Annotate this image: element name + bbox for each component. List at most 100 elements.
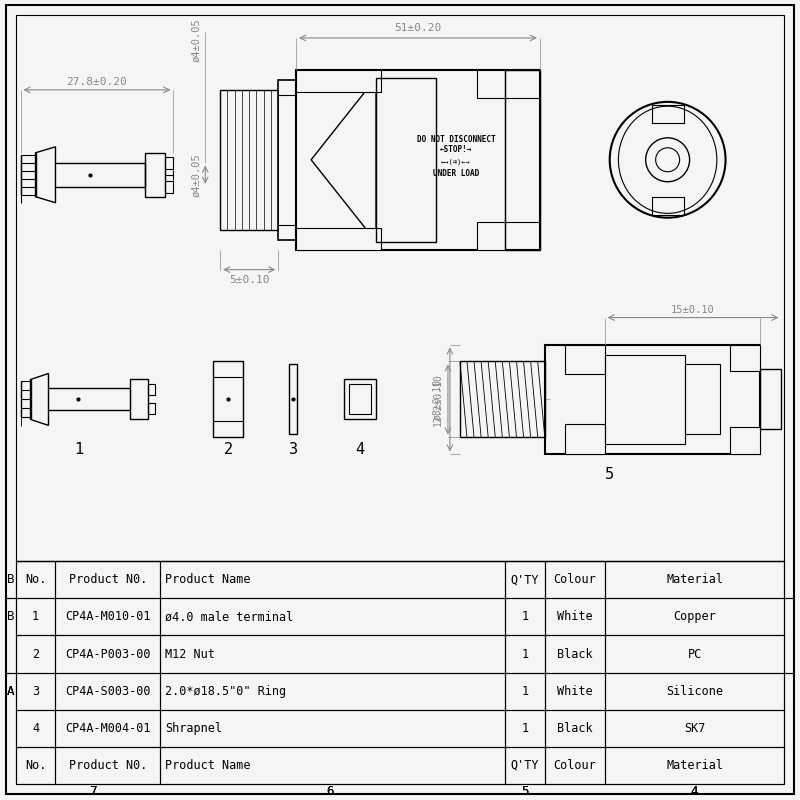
Bar bbox=[296, 70, 381, 92]
Text: 5±0.10: 5±0.10 bbox=[229, 274, 270, 285]
Bar bbox=[55, 673, 160, 710]
Bar bbox=[278, 80, 296, 240]
Bar bbox=[505, 746, 545, 784]
Text: 12.2±0.10: 12.2±0.10 bbox=[433, 373, 443, 426]
Text: DO NOT DISCONNECT: DO NOT DISCONNECT bbox=[417, 135, 495, 144]
Bar bbox=[130, 379, 148, 419]
Bar bbox=[477, 222, 505, 250]
Text: B: B bbox=[6, 610, 14, 623]
Bar bbox=[652, 197, 684, 214]
Bar bbox=[148, 403, 155, 414]
Text: No.: No. bbox=[25, 759, 46, 772]
Bar bbox=[759, 370, 782, 430]
Bar bbox=[605, 354, 685, 444]
Text: 1: 1 bbox=[522, 647, 528, 661]
Bar bbox=[15, 710, 55, 746]
Text: Colour: Colour bbox=[554, 759, 596, 772]
Bar bbox=[146, 153, 166, 197]
Bar bbox=[15, 635, 55, 673]
Text: 1: 1 bbox=[522, 722, 528, 734]
Bar bbox=[505, 98, 540, 222]
Bar bbox=[505, 598, 545, 635]
Bar bbox=[166, 181, 174, 193]
Bar bbox=[545, 562, 605, 598]
Bar bbox=[55, 710, 160, 746]
Text: 27.8±0.20: 27.8±0.20 bbox=[66, 77, 127, 87]
Text: 6: 6 bbox=[326, 786, 334, 798]
Bar bbox=[376, 78, 436, 242]
Bar bbox=[545, 746, 605, 784]
Bar bbox=[15, 673, 55, 710]
Bar bbox=[344, 379, 376, 419]
Bar bbox=[545, 345, 759, 454]
Bar bbox=[505, 635, 545, 673]
Text: CP4A-S003-00: CP4A-S003-00 bbox=[65, 685, 150, 698]
Bar bbox=[15, 562, 55, 598]
Bar bbox=[160, 746, 505, 784]
Bar bbox=[160, 598, 505, 635]
Bar bbox=[730, 345, 759, 371]
Text: White: White bbox=[557, 685, 593, 698]
Text: ø4±0.05: ø4±0.05 bbox=[191, 153, 202, 197]
Bar bbox=[565, 425, 605, 454]
Text: CP4A-P003-00: CP4A-P003-00 bbox=[65, 647, 150, 661]
Text: 5: 5 bbox=[521, 786, 529, 798]
Bar bbox=[160, 673, 505, 710]
Text: 6: 6 bbox=[326, 786, 334, 798]
Text: Q'TY: Q'TY bbox=[510, 759, 539, 772]
Text: SK7: SK7 bbox=[684, 722, 706, 734]
Bar bbox=[296, 70, 540, 250]
Bar bbox=[55, 635, 160, 673]
Bar bbox=[289, 365, 297, 434]
Text: A: A bbox=[6, 685, 14, 698]
Text: Black: Black bbox=[557, 722, 593, 734]
Text: 5: 5 bbox=[605, 467, 614, 482]
Text: Product N0.: Product N0. bbox=[69, 759, 147, 772]
Bar bbox=[214, 362, 243, 438]
Text: CP4A-M010-01: CP4A-M010-01 bbox=[65, 610, 150, 623]
Bar bbox=[652, 105, 684, 123]
Bar bbox=[505, 673, 545, 710]
Bar bbox=[160, 635, 505, 673]
Bar bbox=[505, 70, 540, 250]
Text: 51±0.20: 51±0.20 bbox=[394, 23, 442, 33]
Bar bbox=[605, 562, 785, 598]
Bar bbox=[545, 710, 605, 746]
Bar bbox=[565, 345, 605, 374]
Text: 3: 3 bbox=[289, 442, 298, 457]
Text: Copper: Copper bbox=[674, 610, 716, 623]
Text: ø8±0.10: ø8±0.10 bbox=[433, 379, 443, 420]
Text: ←→(⇉)←→: ←→(⇉)←→ bbox=[441, 158, 470, 165]
Bar bbox=[296, 228, 381, 250]
Text: UNDER LOAD: UNDER LOAD bbox=[433, 170, 479, 178]
Text: 1: 1 bbox=[74, 442, 83, 457]
Text: 1: 1 bbox=[522, 685, 528, 698]
Text: 4: 4 bbox=[691, 786, 698, 798]
Bar bbox=[166, 157, 174, 169]
Bar bbox=[730, 427, 759, 454]
Bar bbox=[55, 746, 160, 784]
Bar bbox=[605, 673, 785, 710]
Text: 7: 7 bbox=[89, 786, 96, 798]
Bar bbox=[505, 710, 545, 746]
Text: Material: Material bbox=[666, 574, 723, 586]
Text: A: A bbox=[6, 685, 14, 698]
Text: 5: 5 bbox=[521, 786, 529, 798]
Bar bbox=[605, 635, 785, 673]
Bar bbox=[148, 385, 155, 395]
Text: Black: Black bbox=[557, 647, 593, 661]
Text: 15±0.10: 15±0.10 bbox=[671, 305, 715, 314]
Bar bbox=[605, 710, 785, 746]
Text: 4: 4 bbox=[691, 786, 698, 798]
Bar bbox=[545, 673, 605, 710]
Text: White: White bbox=[557, 610, 593, 623]
Bar bbox=[15, 598, 55, 635]
Text: Material: Material bbox=[666, 759, 723, 772]
Text: Colour: Colour bbox=[554, 574, 596, 586]
Bar bbox=[605, 598, 785, 635]
Bar bbox=[545, 635, 605, 673]
Bar bbox=[477, 70, 505, 98]
Text: No.: No. bbox=[25, 574, 46, 586]
Bar bbox=[55, 598, 160, 635]
Text: 1: 1 bbox=[32, 610, 39, 623]
